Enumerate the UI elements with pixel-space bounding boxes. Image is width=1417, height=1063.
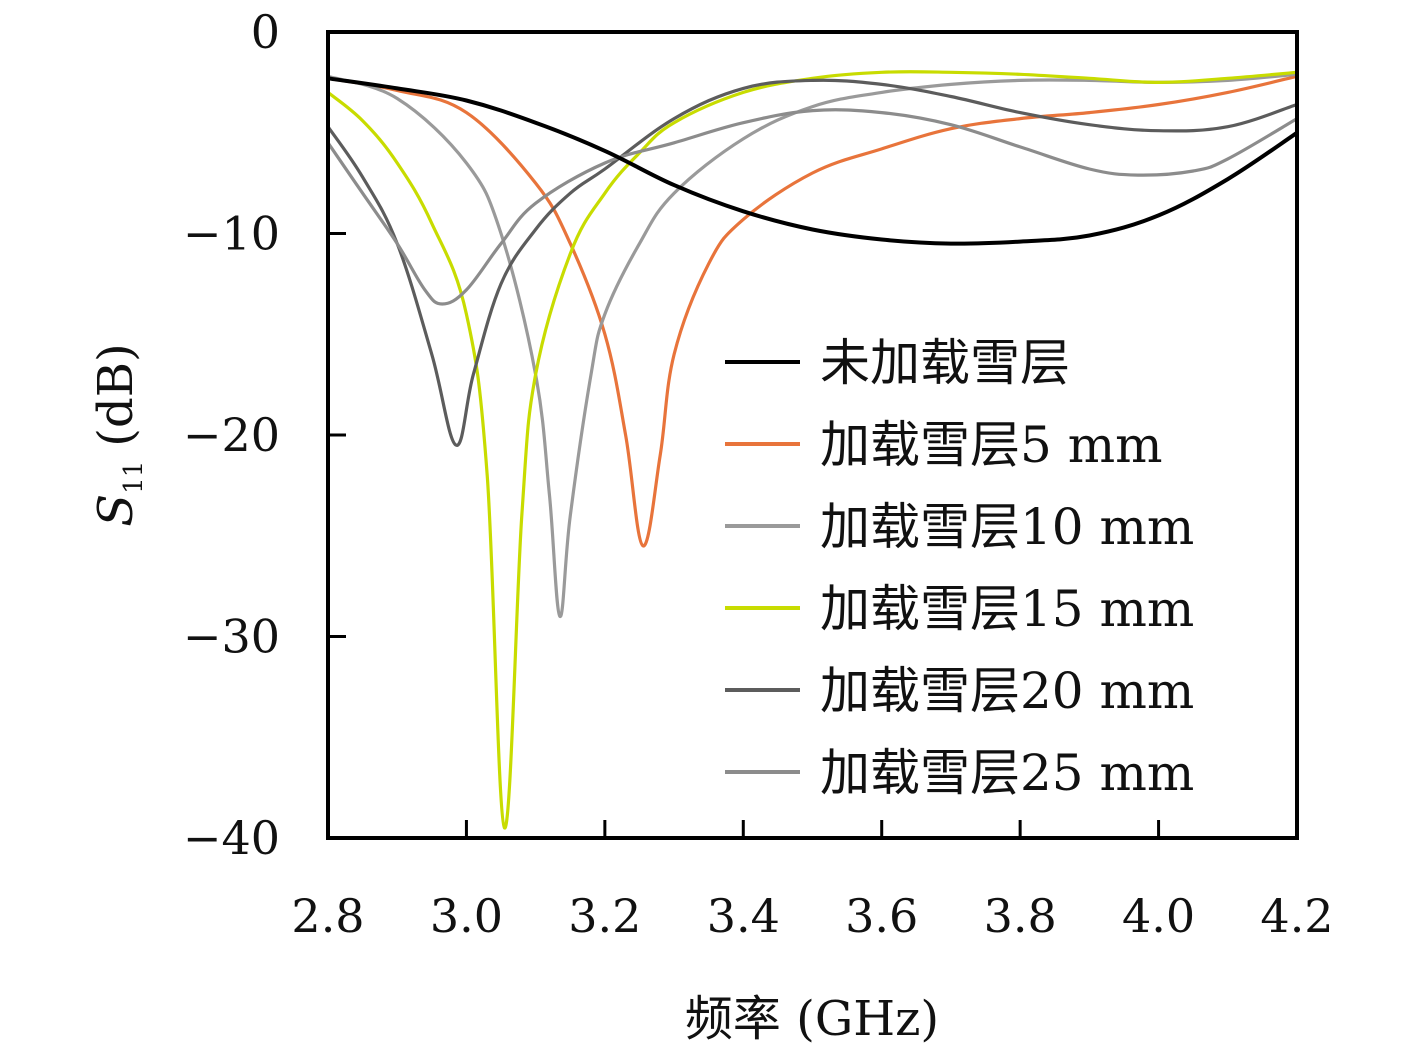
x-tick-label: 4.0 <box>1122 889 1195 943</box>
y-axis-title-subscript: 11 <box>119 461 149 494</box>
series-line-5 <box>326 108 1298 306</box>
legend-label: 加载雪层5 mm <box>820 416 1163 474</box>
y-axis-title-symbol: S <box>88 494 144 527</box>
plot-lines <box>326 70 1299 830</box>
x-tick-label: 4.2 <box>1260 889 1333 943</box>
legend-label: 加载雪层10 mm <box>820 498 1194 556</box>
series-line-4 <box>326 78 1298 447</box>
x-tick-label: 3.4 <box>707 889 780 943</box>
legend-item: 加载雪层15 mm <box>725 580 1194 638</box>
x-axis-title: 频率 (GHz) <box>685 991 939 1047</box>
svg-text:S11(dB): S11 (dB) <box>88 343 149 526</box>
legend-item: 加载雪层20 mm <box>725 662 1194 720</box>
series-line-1 <box>327 74 1298 548</box>
legend-item: 加载雪层10 mm <box>725 498 1194 556</box>
y-tick-label: −20 <box>183 408 280 462</box>
y-tick-label: 0 <box>251 5 280 59</box>
x-axis-ticks: 2.8 3.0 3.2 3.4 3.6 3.8 4.0 4.2 <box>291 820 1334 943</box>
x-tick-label: 3.8 <box>984 889 1057 943</box>
y-axis-ticks: 0 −10 −20 −30 −40 <box>183 5 346 865</box>
y-tick-label: −30 <box>183 610 280 664</box>
x-tick-label: 3.2 <box>568 889 641 943</box>
y-tick-label: −10 <box>183 207 280 261</box>
legend-label: 未加载雪层 <box>820 334 1070 392</box>
legend-item: 加载雪层25 mm <box>725 744 1194 802</box>
series-line-3 <box>326 70 1298 830</box>
x-tick-label: 3.6 <box>845 889 918 943</box>
y-axis-title-unit: (dB) <box>88 343 144 446</box>
y-tick-label: −40 <box>183 811 280 865</box>
x-tick-label: 3.0 <box>430 889 503 943</box>
series-line-2 <box>327 72 1298 619</box>
legend-item: 加载雪层5 mm <box>725 416 1163 474</box>
x-tick-label: 2.8 <box>291 889 364 943</box>
legend-label: 加载雪层25 mm <box>820 744 1194 802</box>
legend-label: 加载雪层20 mm <box>820 662 1194 720</box>
series-line-0 <box>327 76 1299 246</box>
y-axis-title: S11 (dB) <box>88 343 149 526</box>
legend-item: 未加载雪层 <box>725 334 1070 392</box>
legend-label: 加载雪层15 mm <box>820 580 1194 638</box>
